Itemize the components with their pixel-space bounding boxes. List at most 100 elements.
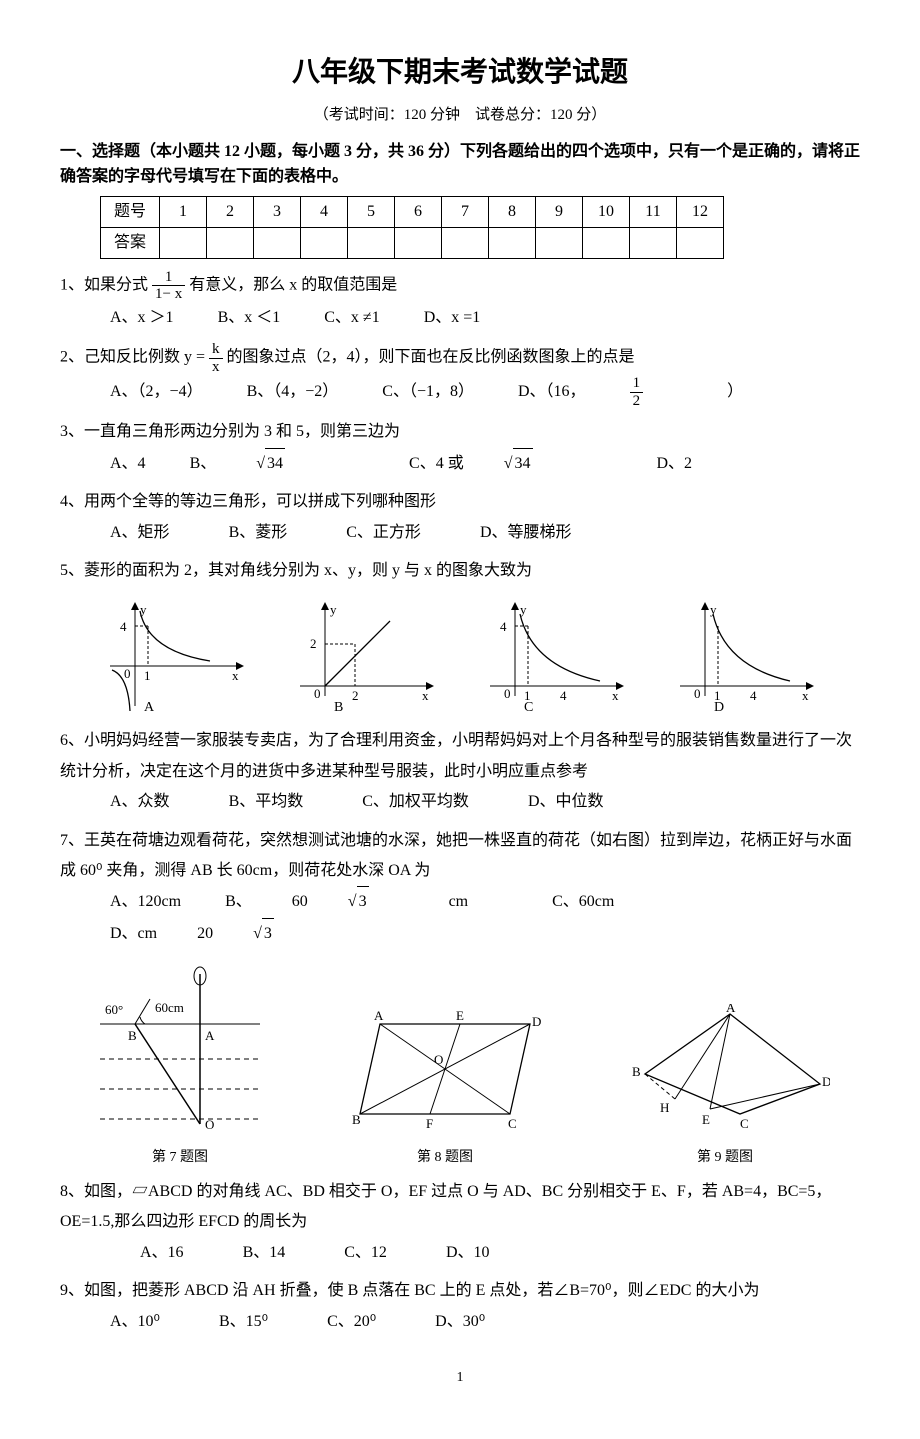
- svg-text:0: 0: [314, 686, 321, 701]
- q2-optA: A、（2，−4）: [110, 377, 203, 407]
- q2-eq: y =: [184, 349, 209, 366]
- grid-blank: [348, 227, 395, 258]
- q9-optB: B、15⁰: [219, 1307, 268, 1337]
- svg-text:F: F: [426, 1116, 433, 1131]
- q8-stem: 8、如图，▱ABCD 的对角线 AC、BD 相交于 O，EF 过点 O 与 AD…: [60, 1177, 860, 1238]
- q2-fraction: k x: [209, 341, 223, 375]
- q4-stem: 4、用两个全等的等边三角形，可以拼成下列哪种图形: [60, 487, 860, 517]
- q7-optA: A、120cm: [110, 887, 181, 917]
- q6-optD: D、中位数: [528, 787, 604, 817]
- q2-optD-den: 2: [630, 393, 644, 410]
- q4-optD: D、等腰梯形: [480, 518, 572, 548]
- svg-text:x: x: [422, 688, 429, 703]
- question-3: 3、一直角三角形两边分别为 3 和 5，则第三边为 A、4 B、 34 C、4 或…: [60, 417, 860, 479]
- grid-blank: [536, 227, 583, 258]
- svg-text:60cm: 60cm: [155, 1000, 184, 1015]
- grid-col: 4: [301, 196, 348, 227]
- svg-text:0: 0: [694, 686, 701, 701]
- svg-text:4: 4: [500, 619, 507, 634]
- q3-optC-rad: 34: [513, 448, 533, 479]
- svg-text:D: D: [822, 1074, 830, 1089]
- q3-optB-rad: 34: [265, 448, 285, 479]
- question-2: 2、己知反比例数 y = k x 的图象过点（2，4），则下面也在反比例函数图象…: [60, 341, 860, 409]
- q3-optD: D、2: [657, 449, 693, 479]
- grid-col: 6: [395, 196, 442, 227]
- svg-text:4: 4: [560, 688, 567, 703]
- figures-row: 60° 60cm B A O 第 7 题图 A E D B F C O 第 8 …: [60, 964, 860, 1169]
- svg-text:60°: 60°: [105, 1002, 123, 1017]
- q3-optC: C、4 或 34: [409, 448, 612, 479]
- q1-den: 1− x: [152, 286, 185, 303]
- q1-optA: A、x ＞1: [110, 303, 174, 333]
- svg-text:A: A: [726, 1004, 736, 1015]
- q2-den: x: [209, 359, 223, 376]
- svg-text:x: x: [232, 668, 239, 683]
- svg-text:E: E: [702, 1112, 710, 1127]
- svg-text:O: O: [205, 1117, 214, 1132]
- q2-stem-a: 2、己知反比例数: [60, 349, 184, 366]
- svg-text:A: A: [205, 1028, 215, 1043]
- svg-text:C: C: [508, 1116, 517, 1131]
- grid-col: 9: [536, 196, 583, 227]
- q1-stem-a: 1、如果分式: [60, 277, 152, 294]
- q1-optD: D、x =1: [424, 303, 481, 333]
- q7-optB-b: cm: [449, 887, 469, 917]
- q3-stem: 3、一直角三角形两边分别为 3 和 5，则第三边为: [60, 417, 860, 447]
- q3-optC-a: C、4 或: [409, 449, 464, 479]
- svg-text:y: y: [330, 602, 337, 617]
- grid-col: 3: [254, 196, 301, 227]
- page-number: 1: [60, 1367, 860, 1389]
- question-6: 6、小明妈妈经营一家服装专卖店，为了合理利用资金，小明帮妈妈对上个月各种型号的服…: [60, 726, 860, 817]
- q5-graphB: y x 0 2 2 B: [290, 596, 440, 716]
- q3-optA: A、4: [110, 449, 146, 479]
- question-8: 8、如图，▱ABCD 的对角线 AC、BD 相交于 O，EF 过点 O 与 AD…: [60, 1177, 860, 1268]
- grid-blank: [395, 227, 442, 258]
- q4-optA: A、矩形: [110, 518, 170, 548]
- q5-graphC: y x 0 4 1 4 C: [480, 596, 630, 716]
- q7-optB-rad: 3: [357, 886, 369, 917]
- figure-8: A E D B F C O 第 8 题图: [330, 1004, 560, 1169]
- grid-blank: [489, 227, 536, 258]
- grid-blank: [160, 227, 207, 258]
- svg-text:E: E: [456, 1008, 464, 1023]
- svg-text:H: H: [660, 1100, 669, 1115]
- fig8-caption: 第 8 题图: [330, 1147, 560, 1169]
- svg-text:C: C: [740, 1116, 749, 1131]
- q7-optD: D、cm 203: [110, 918, 354, 949]
- q6-optA: A、众数: [110, 787, 170, 817]
- grid-col: 12: [677, 196, 724, 227]
- q2-num: k: [209, 341, 223, 359]
- svg-text:O: O: [434, 1052, 443, 1067]
- svg-text:D: D: [532, 1014, 541, 1029]
- figure-7: 60° 60cm B A O 第 7 题图: [90, 964, 270, 1169]
- svg-text:B: B: [334, 700, 343, 715]
- q6-stem: 6、小明妈妈经营一家服装专卖店，为了合理利用资金，小明帮妈妈对上个月各种型号的服…: [60, 726, 860, 787]
- q2-stem-b: 的图象过点（2，4），则下面也在反比例函数图象上的点是: [227, 349, 635, 366]
- q5-graphD: y x 0 1 4 D: [670, 596, 820, 716]
- svg-text:B: B: [632, 1064, 641, 1079]
- svg-text:A: A: [144, 700, 155, 715]
- q8-optD: D、10: [446, 1238, 490, 1268]
- grid-col: 7: [442, 196, 489, 227]
- q7-optB-a: B、: [225, 887, 252, 917]
- q9-optD: D、30⁰: [435, 1307, 485, 1337]
- grid-blank: [677, 227, 724, 258]
- q7-optB: B、603 cm: [225, 886, 508, 917]
- fig9-caption: 第 9 题图: [620, 1147, 830, 1169]
- q7-optD-coef: 20: [197, 919, 213, 949]
- question-4: 4、用两个全等的等边三角形，可以拼成下列哪种图形 A、矩形 B、菱形 C、正方形…: [60, 487, 860, 548]
- q6-optB: B、平均数: [229, 787, 304, 817]
- svg-text:4: 4: [750, 688, 757, 703]
- grid-blank: [442, 227, 489, 258]
- grid-blank: [583, 227, 630, 258]
- q1-optB: B、x ＜1: [218, 303, 281, 333]
- q2-optB: B、（4，−2）: [247, 377, 339, 407]
- q3-optB: B、 34: [190, 448, 365, 479]
- svg-text:0: 0: [504, 686, 511, 701]
- q3-optB-a: B、: [190, 449, 217, 479]
- figure-9: A B H E C D 第 9 题图: [620, 1004, 830, 1169]
- grid-col: 5: [348, 196, 395, 227]
- q1-num: 1: [152, 269, 185, 287]
- svg-text:x: x: [802, 688, 809, 703]
- grid-blank: [207, 227, 254, 258]
